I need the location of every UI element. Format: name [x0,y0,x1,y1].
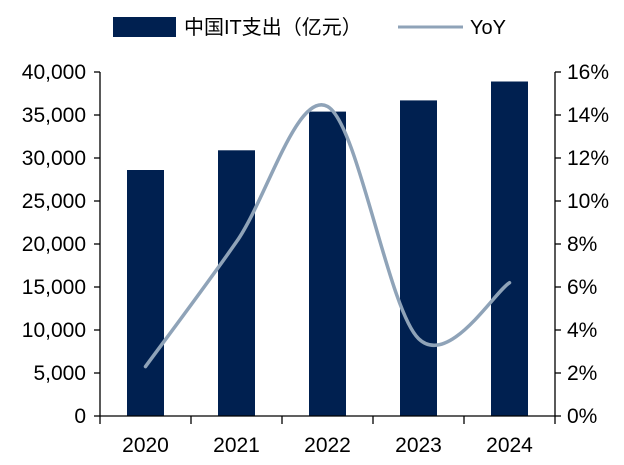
left-tick-label: 15,000 [22,276,86,299]
right-tick-label: 16% [567,61,609,84]
left-tick-label: 10,000 [22,319,86,342]
bar-series [127,81,528,417]
left-tick-label: 25,000 [22,190,86,213]
legend-line-label: YoY [470,17,506,39]
bar-2024 [491,81,528,416]
left-tick-label: 30,000 [22,147,86,170]
bar-2022 [309,111,346,416]
right-tick-label: 8% [567,233,597,256]
x-tick-label: 2024 [486,434,533,457]
x-tick-label: 2021 [213,434,260,457]
right-tick-label: 0% [567,405,597,428]
left-axis-ticks: 0 5,000 10,000 15,000 20,000 25,000 30,000 35,0… [22,61,100,428]
right-tick-label: 4% [567,319,597,342]
right-tick-label: 6% [567,276,597,299]
x-tick-label: 2023 [395,434,442,457]
legend: 中国IT支出（亿元） YoY [113,16,506,39]
legend-bar-swatch [113,17,176,37]
bar-2020 [127,170,164,416]
x-axis-ticks: 2020 2021 2022 2023 2024 [99,416,556,457]
x-tick-label: 2020 [122,434,169,457]
right-tick-label: 2% [567,362,597,385]
right-tick-label: 14% [567,104,609,127]
legend-bar-label: 中国IT支出（亿元） [184,16,362,39]
left-tick-label: 35,000 [22,104,86,127]
left-tick-label: 40,000 [22,61,86,84]
bar-2023 [400,100,437,417]
left-tick-label: 5,000 [33,362,86,385]
right-tick-label: 10% [567,190,609,213]
right-tick-label: 12% [567,147,609,170]
left-tick-label: 0 [74,405,86,428]
x-tick-label: 2022 [304,434,351,457]
yoy-line [143,103,512,369]
line-series-layer [143,103,512,369]
left-tick-label: 20,000 [22,233,86,256]
right-axis-ticks: 0% 2% 4% 6% 8% 10% 12% 14% 16% [555,61,609,428]
bar-2021 [218,150,255,417]
